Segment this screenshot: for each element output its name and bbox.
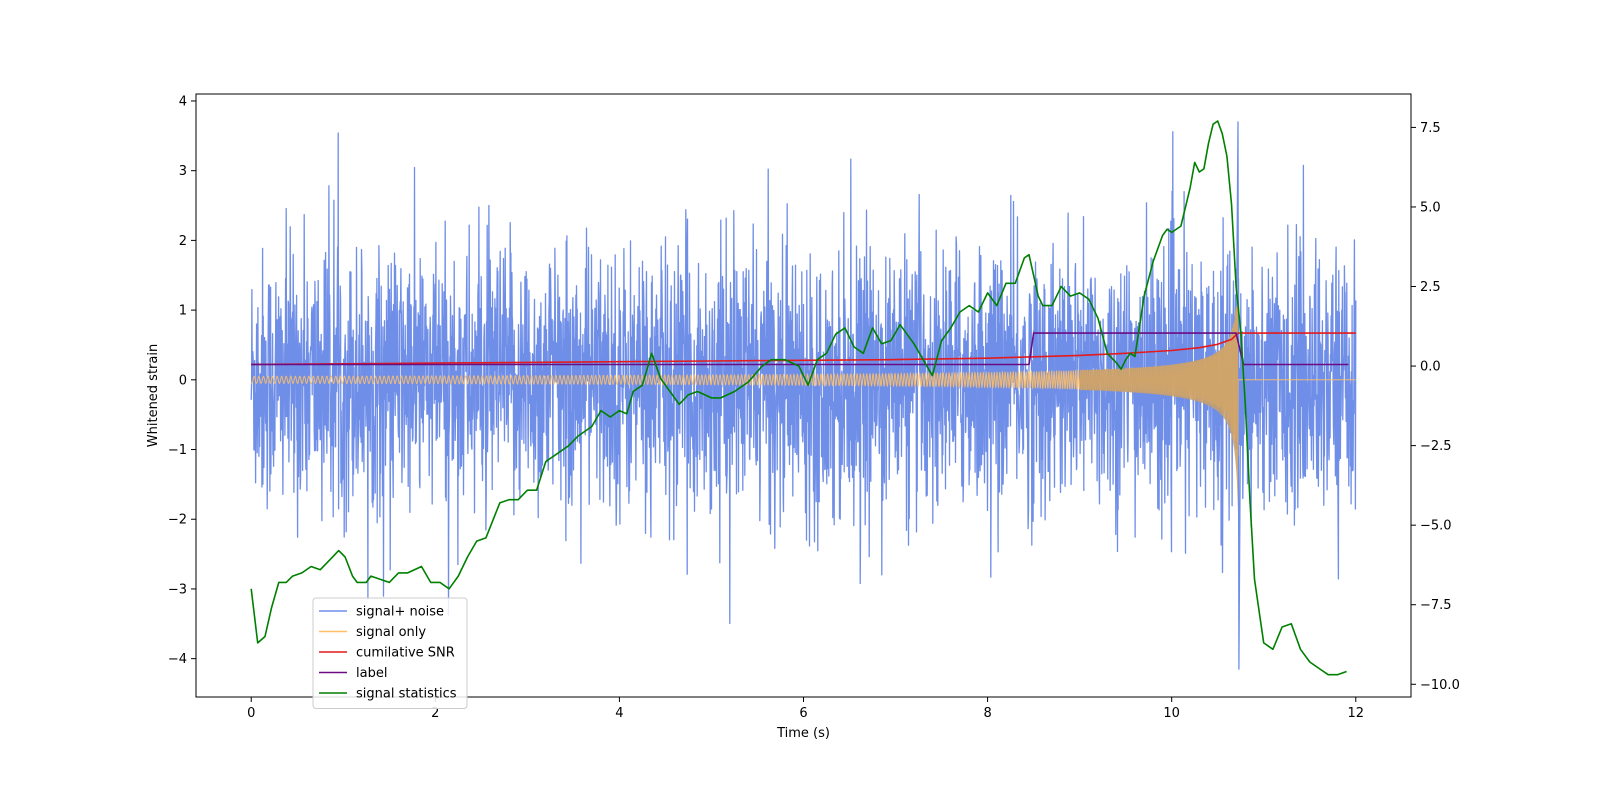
series-signal-only [250, 306, 1356, 514]
signal-statistics-line [250, 120, 1347, 676]
legend-label: cumilative SNR [356, 646, 455, 661]
x-tick-label: 4 [615, 706, 623, 721]
y-tick-label: −3 [168, 582, 187, 597]
legend-label: signal only [356, 625, 426, 640]
y-axis-right: −10.0 −7.5 −5.0 −2.5 0.0 2.5 5.0 7.5 [1411, 121, 1460, 693]
cumilative-snr-line [251, 332, 1356, 366]
y-axis-left: −4 −3 −2 −1 0 1 2 3 4 [168, 94, 196, 667]
y-tick-label: −2 [168, 513, 187, 528]
plot-area [250, 120, 1357, 676]
legend: signal+ noise signal only cumilative SNR la… [312, 597, 468, 709]
x-axis-label: Time (s) [776, 726, 830, 741]
label-line [251, 332, 1349, 366]
x-axis: 0 2 4 6 8 10 12 [247, 697, 1364, 721]
y-axis-label: Whitened strain [146, 344, 161, 447]
y2-tick-label: 5.0 [1420, 200, 1441, 215]
x-tick-label: 0 [247, 706, 255, 721]
x-tick-label: 2 [431, 706, 439, 721]
y-tick-label: 3 [179, 164, 187, 179]
x-tick-label: 12 [1347, 706, 1364, 721]
y2-tick-label: −2.5 [1420, 439, 1452, 454]
legend-label: signal+ noise [356, 605, 444, 620]
y2-tick-label: 0.0 [1420, 360, 1441, 375]
y-tick-label: 2 [179, 234, 187, 249]
y-tick-label: 0 [179, 373, 187, 388]
x-tick-label: 8 [983, 706, 991, 721]
y-tick-label: −4 [168, 652, 187, 667]
y2-tick-label: 7.5 [1420, 121, 1441, 136]
y-tick-label: 4 [179, 94, 187, 109]
x-tick-label: 10 [1163, 706, 1180, 721]
y2-tick-label: −7.5 [1420, 598, 1452, 613]
y2-tick-label: −10.0 [1420, 678, 1460, 693]
x-tick-label: 6 [799, 706, 807, 721]
series-lines [250, 120, 1356, 676]
legend-label: signal statistics [356, 687, 457, 702]
y2-tick-label: 2.5 [1420, 280, 1441, 295]
legend-label: label [356, 666, 387, 681]
legend-box [312, 597, 468, 709]
y-tick-label: 1 [179, 304, 187, 319]
y2-tick-label: −5.0 [1420, 519, 1452, 534]
y-tick-label: −1 [168, 443, 187, 458]
